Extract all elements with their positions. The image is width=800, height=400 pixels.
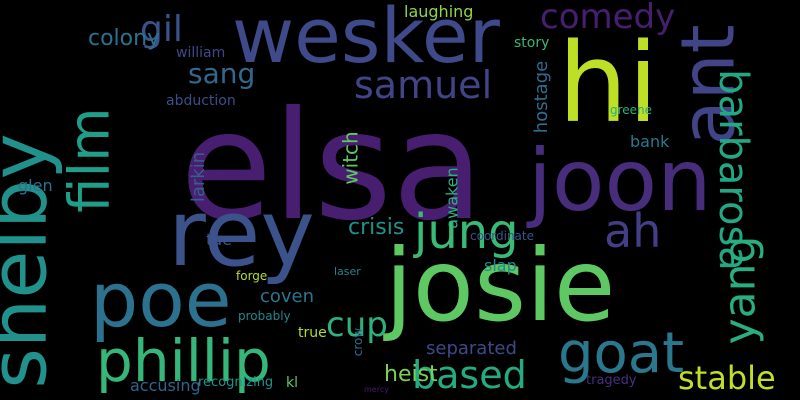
word-shelby: shelby <box>0 133 65 389</box>
word-poe: poe <box>90 255 232 344</box>
word-josie: josie <box>385 227 616 344</box>
word-kl: kl <box>286 375 298 391</box>
word-slap: slap <box>484 256 517 275</box>
word-tragedy: tragedy <box>586 373 637 388</box>
word-jung: jung <box>414 204 519 260</box>
word-glen: glen <box>18 176 53 195</box>
word-cup: cup <box>326 305 388 345</box>
word-hi: hi <box>558 19 659 147</box>
word-witch: witch <box>338 131 363 185</box>
word-wesker: wesker <box>232 0 500 80</box>
word-mercy: mercy <box>364 385 389 394</box>
word-laser: laser <box>334 265 361 278</box>
word-goat: goat <box>558 321 685 386</box>
word-greene: greene <box>610 103 653 117</box>
word-gil: gil <box>140 9 183 50</box>
word-heist: heist <box>384 362 438 387</box>
word-yang: yang <box>714 235 766 345</box>
word-forge: forge <box>236 269 268 283</box>
word-samuel: samuel <box>354 63 493 107</box>
word-stable: stable <box>678 359 776 397</box>
word-separated: separated <box>426 338 517 359</box>
word-recognizing: recognizing <box>198 375 274 390</box>
word-tae: tae <box>206 230 232 249</box>
word-larkin: larkin <box>188 151 210 203</box>
word-rey: rey <box>168 180 315 287</box>
word-ah: ah <box>604 204 662 258</box>
word-probably: probably <box>238 309 291 323</box>
word-joon: joon <box>528 131 712 231</box>
word-hostage: hostage <box>531 60 553 134</box>
word-william: william <box>176 45 226 61</box>
word-bank: bank <box>630 132 670 151</box>
word-abduction: abduction <box>166 93 236 109</box>
word-elsa: elsa <box>180 80 485 254</box>
word-film: film <box>57 107 123 213</box>
word-colony: colony <box>88 26 161 51</box>
word-story: story <box>514 35 550 51</box>
word-coordinate: coordinate <box>470 229 535 243</box>
word-sang: sang <box>188 57 256 90</box>
word-laughing: laughing <box>404 2 474 21</box>
word-coven: coven <box>260 286 315 307</box>
word-crow: crow <box>351 327 366 357</box>
word-comedy: comedy <box>540 0 676 37</box>
word-true: true <box>298 325 327 341</box>
word-crisis: crisis <box>348 215 405 240</box>
word-awaken: awaken <box>442 167 462 229</box>
word-accusing: accusing <box>130 376 201 395</box>
word-based: based <box>412 353 527 397</box>
word-phillip: phillip <box>96 327 271 395</box>
